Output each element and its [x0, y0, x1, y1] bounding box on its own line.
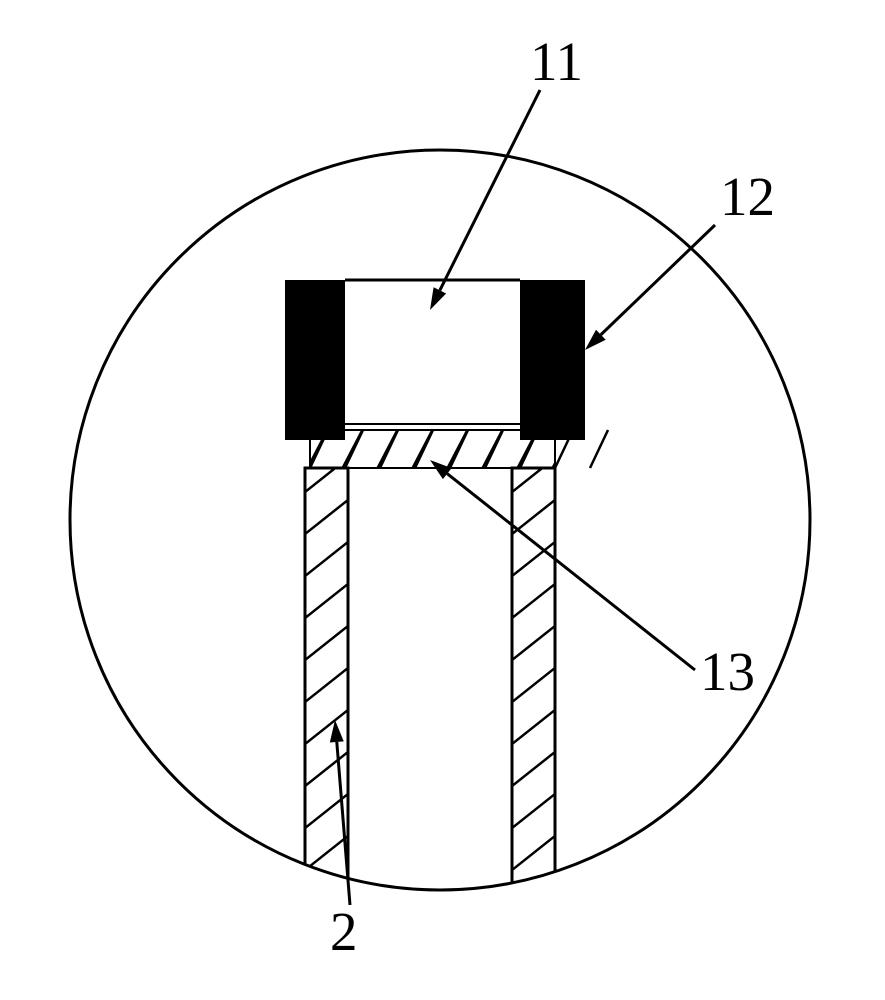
leader-11 [440, 90, 540, 290]
technical-diagram: 11 12 13 2 [0, 0, 885, 1000]
part-12-right [520, 280, 585, 440]
detail-circle [70, 150, 810, 890]
leader-12 [601, 225, 715, 335]
label-11: 11 [530, 31, 583, 92]
part-12-left [285, 280, 345, 440]
label-2: 2 [330, 901, 358, 962]
label-13: 13 [700, 641, 755, 702]
label-12: 12 [720, 166, 775, 227]
arrowhead-11 [430, 287, 446, 310]
leader-13 [447, 474, 695, 670]
